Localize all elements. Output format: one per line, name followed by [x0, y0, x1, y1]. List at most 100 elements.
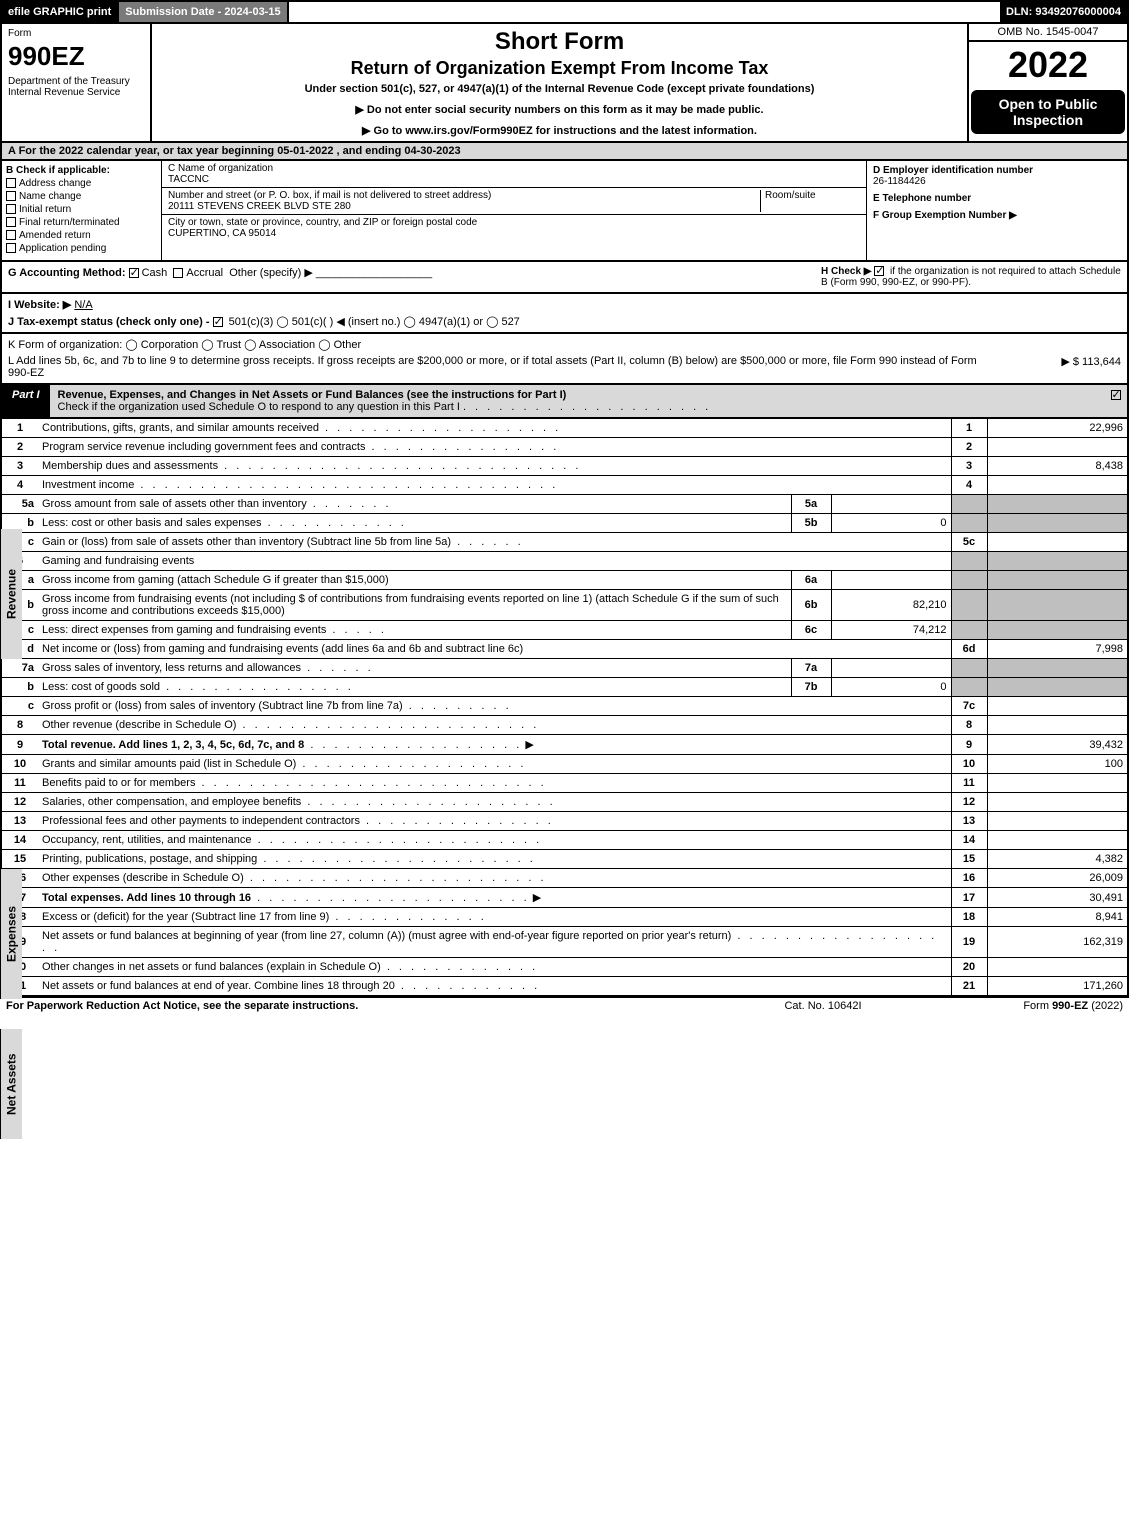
line-6d: d Net income or (loss) from gaming and f…	[2, 640, 1127, 659]
l-text: L Add lines 5b, 6c, and 7b to line 9 to …	[8, 355, 1001, 379]
line-7c: c Gross profit or (loss) from sales of i…	[2, 697, 1127, 716]
j-tax-exempt: J Tax-exempt status (check only one) - 5…	[8, 315, 1121, 328]
line-13: 13 Professional fees and other payments …	[2, 812, 1127, 831]
tel-block: E Telephone number	[873, 193, 1121, 204]
lines-table: 1 Contributions, gifts, grants, and simi…	[2, 419, 1127, 995]
part1-dots: . . . . . . . . . . . . . . . . . . . . …	[463, 401, 711, 413]
org-city: CUPERTINO, CA 95014	[168, 228, 276, 239]
line-4: 4 Investment income . . . . . . . . . . …	[2, 476, 1127, 495]
dept-label: Department of the Treasury	[8, 76, 144, 87]
row-i-j: I Website: ▶ N/A J Tax-exempt status (ch…	[0, 294, 1129, 334]
line-6b: b Gross income from fundraising events (…	[2, 590, 1127, 621]
line-6a: a Gross income from gaming (attach Sched…	[2, 571, 1127, 590]
footer-right: Form 990-EZ (2022)	[923, 1000, 1123, 1012]
k-form-org: K Form of organization: ◯ Corporation ◯ …	[8, 338, 1121, 351]
col-c-org: C Name of organization TACCNC Number and…	[162, 161, 867, 260]
line-21: 21 Net assets or fund balances at end of…	[2, 977, 1127, 996]
chk-address-change[interactable]: Address change	[6, 178, 157, 189]
c-name-label: C Name of organization	[168, 163, 273, 174]
part1-schedule-o-check[interactable]	[1107, 385, 1127, 417]
chk-501c3[interactable]	[213, 317, 223, 327]
col-d-e-f: D Employer identification number 26-1184…	[867, 161, 1127, 260]
header-right: OMB No. 1545-0047 2022 Open to Public In…	[967, 24, 1127, 141]
i-website: I Website: ▶ N/A	[8, 298, 1121, 311]
tax-year: 2022	[969, 42, 1127, 88]
side-label-revenue: Revenue	[0, 529, 22, 659]
part-1-tab: Part I	[2, 385, 50, 417]
org-addr-block: Number and street (or P. O. box, if mail…	[162, 188, 866, 215]
i-label: I Website: ▶	[8, 299, 71, 311]
line-5b: b Less: cost or other basis and sales ex…	[2, 514, 1127, 533]
irs-label: Internal Revenue Service	[8, 87, 144, 98]
org-city-block: City or town, state or province, country…	[162, 215, 866, 241]
row-g-h: G Accounting Method: Cash Accrual Other …	[0, 262, 1129, 294]
line-15: 15 Printing, publications, postage, and …	[2, 850, 1127, 869]
chk-cash[interactable]	[129, 268, 139, 278]
form-label: Form	[8, 28, 144, 39]
website-value: N/A	[74, 299, 92, 311]
line-17: 17 Total expenses. Add lines 10 through …	[2, 888, 1127, 908]
submission-date: Submission Date - 2024-03-15	[119, 2, 288, 22]
line-16: 16 Other expenses (describe in Schedule …	[2, 869, 1127, 888]
col-b-checkboxes: B Check if applicable: Address change Na…	[2, 161, 162, 260]
chk-name-change[interactable]: Name change	[6, 191, 157, 202]
chk-amended-return[interactable]: Amended return	[6, 230, 157, 241]
j-label: J Tax-exempt status (check only one) -	[8, 316, 210, 328]
line-20: 20 Other changes in net assets or fund b…	[2, 958, 1127, 977]
note-link[interactable]: ▶ Go to www.irs.gov/Form990EZ for instru…	[158, 124, 961, 137]
g-accounting: G Accounting Method: Cash Accrual Other …	[8, 266, 821, 288]
g-label: G Accounting Method:	[8, 267, 126, 279]
header-left: Form 990EZ Department of the Treasury In…	[2, 24, 152, 141]
line-3: 3 Membership dues and assessments . . . …	[2, 457, 1127, 476]
chk-schedule-b[interactable]	[874, 266, 884, 276]
group-label: F Group Exemption Number ▶	[873, 210, 1017, 221]
ein-value: 26-1184426	[873, 176, 926, 187]
row-a-text: A For the 2022 calendar year, or tax yea…	[8, 145, 461, 157]
ein-block: D Employer identification number 26-1184…	[873, 165, 1121, 187]
efile-label[interactable]: efile GRAPHIC print	[2, 2, 119, 22]
line-19: 19 Net assets or fund balances at beginn…	[2, 927, 1127, 958]
form-header: Form 990EZ Department of the Treasury In…	[0, 24, 1129, 143]
b-label: B Check if applicable:	[6, 165, 110, 176]
org-name-block: C Name of organization TACCNC	[162, 161, 866, 188]
line-6: 6 Gaming and fundraising events	[2, 552, 1127, 571]
omb-number: OMB No. 1545-0047	[969, 24, 1127, 42]
chk-final-return[interactable]: Final return/terminated	[6, 217, 157, 228]
side-label-expenses: Expenses	[0, 869, 22, 999]
section-b-to-f: B Check if applicable: Address change Na…	[0, 161, 1129, 262]
line-6c: c Less: direct expenses from gaming and …	[2, 621, 1127, 640]
line-1: 1 Contributions, gifts, grants, and simi…	[2, 419, 1127, 438]
l-amount: ▶ $ 113,644	[1001, 355, 1121, 379]
chk-initial-return[interactable]: Initial return	[6, 204, 157, 215]
line-9: 9 Total revenue. Add lines 1, 2, 3, 4, 5…	[2, 735, 1127, 755]
form-number: 990EZ	[8, 41, 144, 72]
room-suite-label: Room/suite	[760, 190, 860, 212]
h-schedule-b: H Check ▶ if the organization is not req…	[821, 266, 1121, 288]
line-7a: 7a Gross sales of inventory, less return…	[2, 659, 1127, 678]
header-mid: Short Form Return of Organization Exempt…	[152, 24, 967, 141]
h-label: H Check ▶	[821, 266, 871, 277]
footer-left: For Paperwork Reduction Act Notice, see …	[6, 1000, 723, 1012]
city-label: City or town, state or province, country…	[168, 217, 477, 228]
ein-label: D Employer identification number	[873, 165, 1033, 176]
line-2: 2 Program service revenue including gove…	[2, 438, 1127, 457]
row-k-l: K Form of organization: ◯ Corporation ◯ …	[0, 334, 1129, 385]
line-7b: b Less: cost of goods sold . . . . . . .…	[2, 678, 1127, 697]
line-10: 10 Grants and similar amounts paid (list…	[2, 755, 1127, 774]
line-12: 12 Salaries, other compensation, and emp…	[2, 793, 1127, 812]
subtitle: Under section 501(c), 527, or 4947(a)(1)…	[158, 83, 961, 95]
topbar-spacer	[289, 2, 1000, 22]
l-gross-receipts: L Add lines 5b, 6c, and 7b to line 9 to …	[8, 355, 1121, 379]
top-bar: efile GRAPHIC print Submission Date - 20…	[0, 0, 1129, 24]
chk-application-pending[interactable]: Application pending	[6, 243, 157, 254]
addr-label: Number and street (or P. O. box, if mail…	[168, 190, 491, 201]
footer-mid: Cat. No. 10642I	[723, 1000, 923, 1012]
dln-label: DLN: 93492076000004	[1000, 2, 1127, 22]
line-8: 8 Other revenue (describe in Schedule O)…	[2, 716, 1127, 735]
col-c-to-f: C Name of organization TACCNC Number and…	[162, 161, 1127, 260]
g-other: Other (specify) ▶	[229, 267, 313, 279]
line-14: 14 Occupancy, rent, utilities, and maint…	[2, 831, 1127, 850]
chk-accrual[interactable]	[173, 268, 183, 278]
group-block: F Group Exemption Number ▶	[873, 210, 1121, 221]
org-address: 20111 STEVENS CREEK BLVD STE 280	[168, 201, 351, 212]
